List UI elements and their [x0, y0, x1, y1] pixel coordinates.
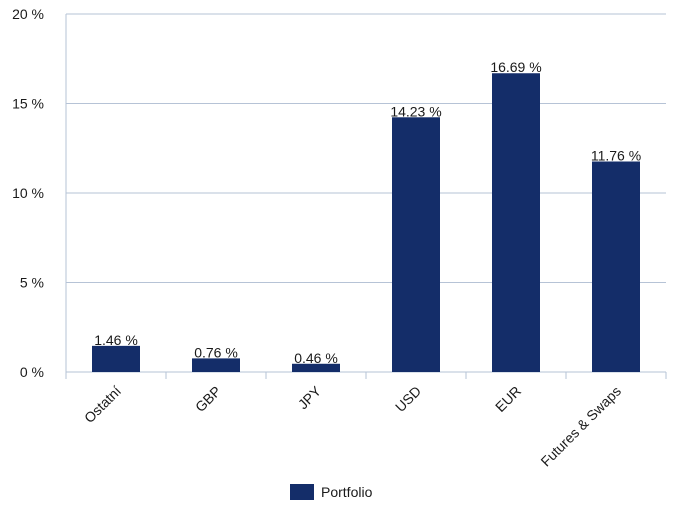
x-axis: Ostatní GBP JPY USD EUR Futures & Swaps	[65, 372, 667, 470]
data-label: 1.46 %	[94, 332, 138, 348]
x-tick-label: USD	[392, 383, 424, 415]
bar	[292, 363, 340, 372]
y-tick-label: 5 %	[20, 275, 44, 291]
bar	[492, 73, 540, 373]
y-tick-label: 20 %	[12, 6, 44, 22]
bar	[92, 345, 140, 372]
legend-swatch	[290, 484, 314, 500]
x-tick-label: GBP	[192, 383, 224, 415]
bar	[392, 117, 440, 373]
x-tick-label: Futures & Swaps	[537, 383, 624, 470]
x-tick-label: Ostatní	[81, 383, 124, 426]
y-tick-label: 15 %	[12, 96, 44, 112]
x-tick-label: EUR	[492, 383, 524, 415]
x-tick-label: JPY	[295, 382, 325, 412]
y-tick-label: 0 %	[20, 364, 44, 380]
grid-lines	[65, 13, 666, 373]
bars: 1.46 % 0.76 % 0.46 % 14.23 % 16.69 % 11.76 %	[92, 59, 641, 373]
bar	[592, 161, 640, 372]
y-axis: 0 % 5 % 10 % 15 % 20 %	[12, 6, 44, 380]
bar	[192, 358, 240, 372]
data-label: 0.46 %	[294, 350, 338, 366]
data-label: 11.76 %	[591, 147, 641, 163]
data-label: 0.76 %	[194, 344, 238, 360]
data-label: 14.23 %	[390, 103, 441, 119]
legend-label: Portfolio	[321, 484, 373, 500]
data-label: 16.69 %	[490, 59, 541, 75]
y-tick-label: 10 %	[12, 185, 44, 201]
legend: Portfolio	[290, 484, 372, 500]
